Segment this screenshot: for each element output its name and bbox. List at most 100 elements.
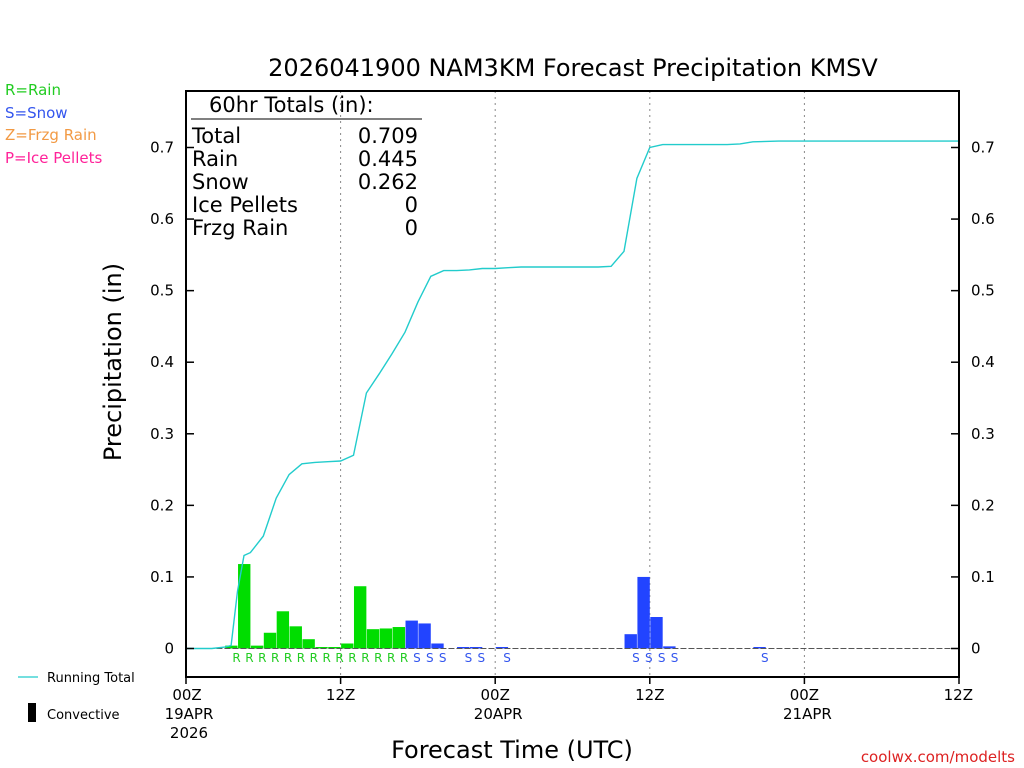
bar-hour-14 — [366, 629, 380, 649]
type-letter-hour-9: R — [297, 651, 305, 665]
y-tick-label-right: 0.1 — [971, 568, 995, 586]
type-letter-hour-13: R — [348, 651, 356, 665]
bar-hour-34 — [624, 634, 637, 649]
y-tick-label-left: 0 — [164, 640, 174, 658]
bar-hour-22 — [469, 647, 483, 649]
y-tick-label-left: 0.4 — [150, 353, 174, 371]
type-letter-hour-12: R — [335, 651, 343, 665]
totals-label-total: Total — [191, 124, 241, 148]
y-tick-label-left: 0.5 — [150, 282, 174, 300]
bar-hour-3 — [225, 645, 238, 649]
bar-hour-18 — [418, 623, 431, 649]
y-tick-label-right: 0.2 — [971, 496, 995, 514]
bar-hour-37 — [663, 646, 676, 649]
type-letter-hour-22: S — [465, 651, 473, 665]
type-letter-hour-6: R — [258, 651, 266, 665]
legend-freezing-rain: Z=Frzg Rain — [5, 126, 97, 144]
y-tick-label-left: 0.3 — [150, 425, 174, 443]
plot-frame — [185, 90, 960, 678]
y-tick-label-left: 0.1 — [150, 568, 174, 586]
type-letter-hour-38: S — [671, 651, 679, 665]
totals-header: 60hr Totals (in): — [209, 93, 374, 117]
y-axis-label: Precipitation (in) — [99, 263, 127, 461]
type-letter-hour-35: S — [632, 651, 640, 665]
x-tick-year-0h: 2026 — [170, 724, 208, 742]
y-tick-label-left: 0.6 — [150, 210, 174, 228]
type-letter-hour-16: R — [387, 651, 395, 665]
totals-value-freezing-rain: 0 — [405, 216, 418, 240]
x-axis-label: Forecast Time (UTC) — [391, 736, 633, 764]
y-tick-label-left: 0.7 — [150, 139, 174, 157]
convective-legend-label: Convective — [47, 708, 120, 723]
type-letter-hour-11: R — [323, 651, 331, 665]
totals-label-ice-pellets: Ice Pellets — [192, 193, 298, 217]
x-tick-date-24h: 20APR — [474, 705, 523, 723]
bar-hour-17 — [405, 620, 418, 649]
type-letter-hour-25: S — [503, 651, 511, 665]
y-tick-label-right: 0.7 — [971, 139, 995, 157]
legend-rain: R=Rain — [5, 81, 61, 99]
legend-ice-pellets: P=Ice Pellets — [5, 149, 102, 167]
type-letter-hour-18: S — [413, 651, 421, 665]
x-tick-label-48h: 00Z — [790, 686, 819, 704]
x-tick-label-12h: 12Z — [326, 686, 355, 704]
type-letter-hour-45: S — [761, 651, 769, 665]
bar-hour-44 — [753, 647, 766, 649]
type-letter-hour-5: R — [245, 651, 253, 665]
chart-title: 2026041900 NAM3KM Forecast Precipitation… — [268, 54, 878, 82]
type-letter-hour-17: R — [400, 651, 408, 665]
bar-hour-15 — [379, 628, 393, 649]
bar-hour-36 — [650, 617, 663, 649]
type-letter-hour-19: S — [426, 651, 434, 665]
type-letter-hour-10: R — [310, 651, 318, 665]
y-tick-label-right: 0.6 — [971, 210, 995, 228]
totals-value-snow: 0.262 — [358, 170, 418, 194]
y-tick-label-right: 0.4 — [971, 353, 995, 371]
type-letter-hour-20: S — [439, 651, 447, 665]
gridlines — [340, 91, 805, 677]
credit-text: coolwx.com/modelts — [861, 748, 1015, 766]
running-total-line — [186, 140, 959, 650]
bar-hour-5 — [250, 645, 264, 649]
type-letter-hour-37: S — [658, 651, 666, 665]
bar-hour-8 — [289, 626, 302, 649]
type-letter-hour-14: R — [361, 651, 369, 665]
y-tick-label-right: 0.5 — [971, 282, 995, 300]
bar-hour-16 — [392, 627, 406, 649]
x-tick-date-0h: 19APR — [165, 705, 214, 723]
y-tick-label-right: 0.3 — [971, 425, 995, 443]
type-letter-hour-7: R — [271, 651, 279, 665]
convective-legend-swatch — [28, 703, 36, 722]
bar-hour-7 — [276, 611, 290, 649]
bar-hour-19 — [431, 643, 444, 649]
y-tick-label-left: 0.2 — [150, 496, 174, 514]
totals-value-total: 0.709 — [358, 124, 418, 148]
totals-label-rain: Rain — [192, 147, 238, 171]
type-letter-hour-4: R — [232, 651, 240, 665]
running-total-series — [186, 140, 959, 650]
bar-hour-21 — [457, 647, 470, 649]
bar-hour-13 — [353, 586, 367, 649]
running-total-legend-label: Running Total — [47, 671, 135, 686]
precip-bars — [225, 564, 766, 649]
totals-value-ice-pellets: 0 — [405, 193, 418, 217]
type-letter-hour-23: S — [478, 651, 486, 665]
totals-value-rain: 0.445 — [358, 147, 418, 171]
bar-hour-6 — [263, 632, 277, 649]
x-tick-label-0h: 00Z — [172, 686, 201, 704]
x-tick-label-24h: 00Z — [481, 686, 510, 704]
y-axis-ticks: 0 00.1 0.10.2 0.20.3 0.30.4 0.40.5 0.50.6 0.60.… — [150, 139, 995, 658]
bar-hour-4 — [238, 564, 251, 649]
bar-hour-11 — [328, 647, 341, 649]
type-letter-hour-15: R — [374, 651, 382, 665]
type-letter-hour-8: R — [284, 651, 292, 665]
x-tick-label-36h: 12Z — [635, 686, 664, 704]
bar-hour-12 — [341, 643, 354, 649]
totals-label-freezing-rain: Frzg Rain — [192, 216, 288, 240]
type-letter-hour-36: S — [645, 651, 653, 665]
x-tick-date-48h: 21APR — [783, 705, 832, 723]
legend-snow: S=Snow — [5, 104, 68, 122]
